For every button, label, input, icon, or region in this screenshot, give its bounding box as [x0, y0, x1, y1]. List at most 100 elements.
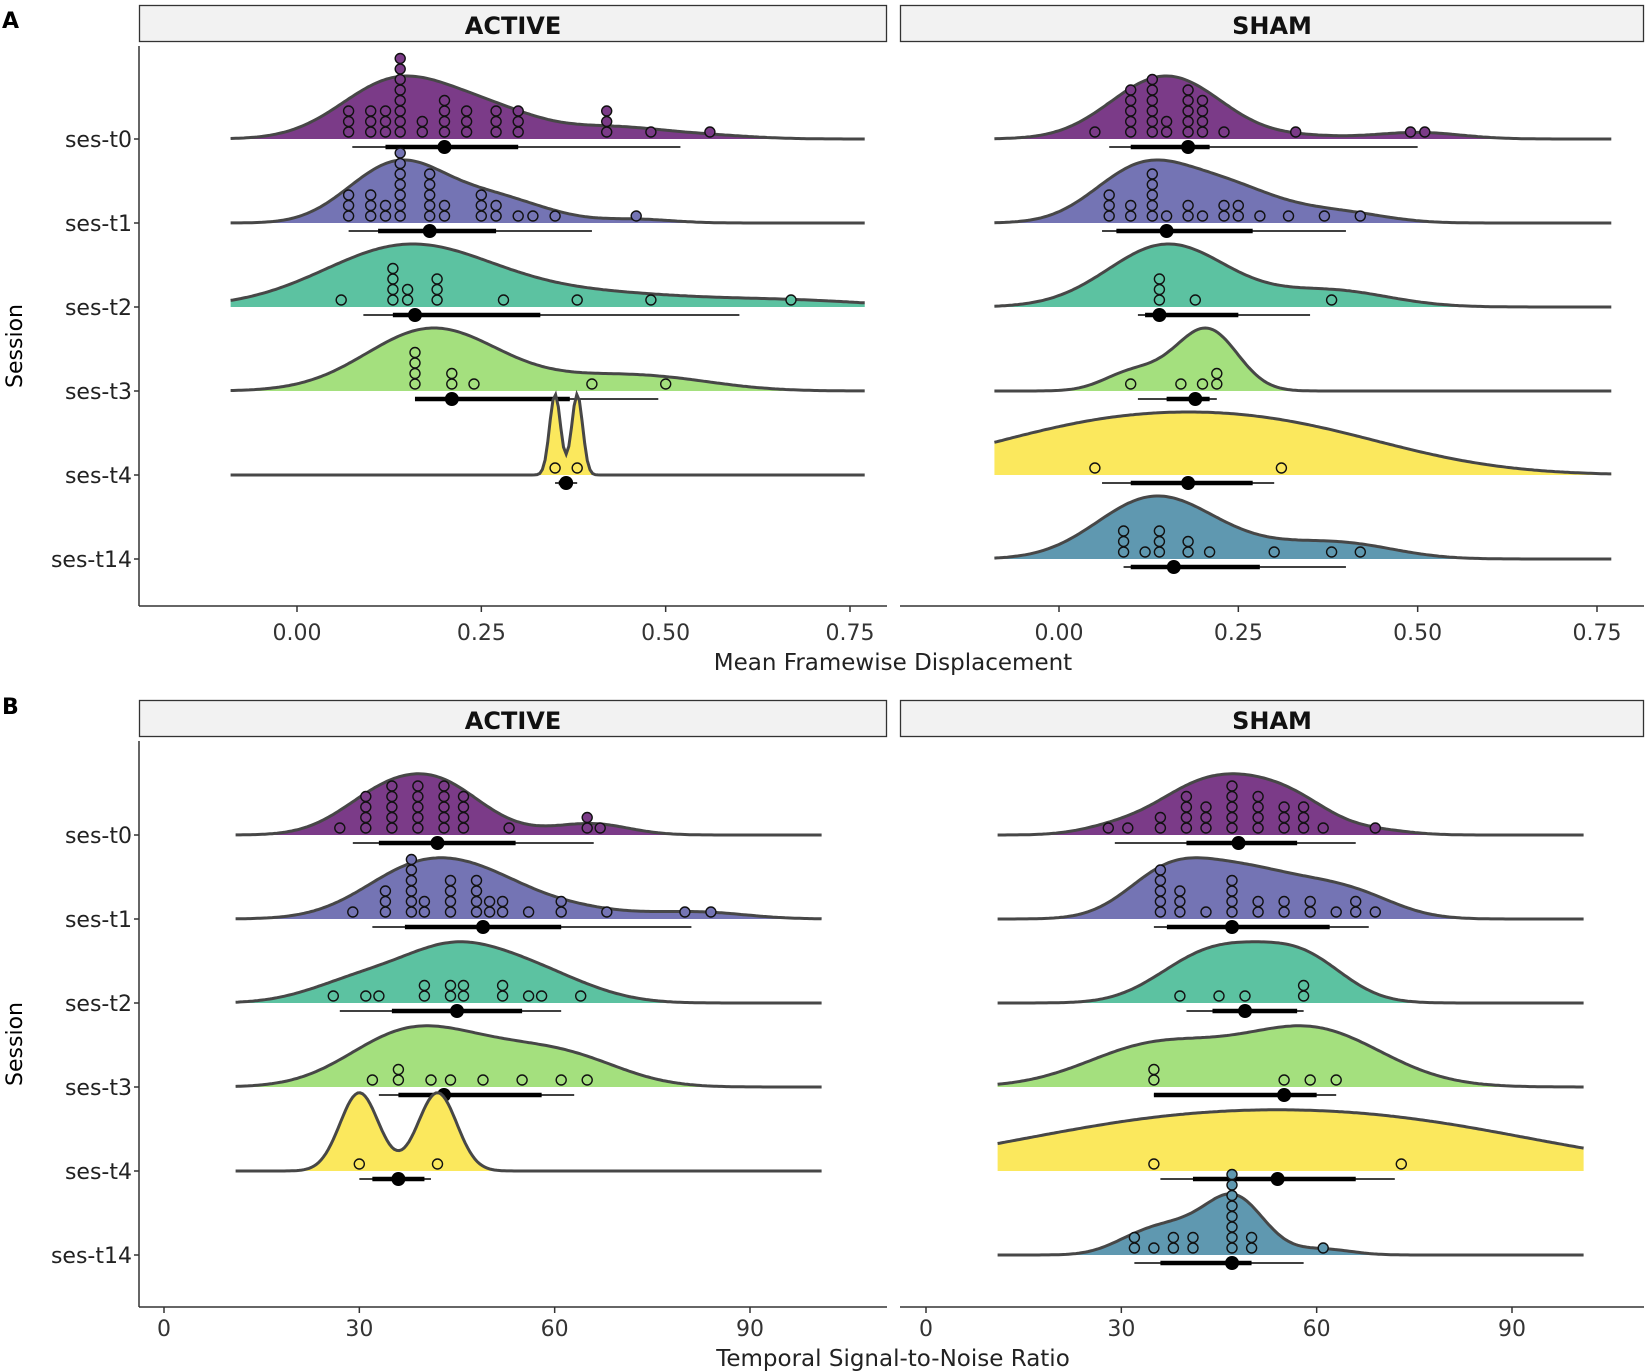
density-outline — [997, 1108, 1584, 1150]
data-point — [512, 105, 524, 117]
data-point — [581, 822, 593, 834]
data-point — [1203, 546, 1216, 558]
facet-title: SHAM — [1232, 12, 1312, 40]
data-point — [1278, 1074, 1290, 1086]
data-point — [1187, 1242, 1199, 1254]
data-point — [1124, 84, 1137, 96]
data-point — [438, 790, 450, 803]
data-point — [394, 84, 406, 96]
x-tick-label: 0.50 — [641, 621, 690, 646]
density-outline — [997, 856, 1584, 921]
data-point — [360, 790, 372, 803]
panel-label: A — [2, 9, 19, 34]
data-point — [1211, 367, 1223, 380]
density-area — [997, 773, 1584, 835]
data-point — [342, 189, 355, 201]
data-point — [490, 210, 502, 222]
data-point — [468, 378, 480, 390]
data-point — [1182, 126, 1194, 138]
data-point — [353, 1158, 365, 1170]
data-point — [1226, 895, 1238, 908]
data-point — [394, 210, 406, 222]
data-point — [645, 294, 657, 306]
data-point — [1146, 94, 1159, 107]
y-axis-title: Session — [3, 1002, 28, 1086]
data-point — [645, 126, 657, 138]
data-point — [522, 906, 535, 918]
data-point — [1419, 126, 1431, 138]
data-point — [1154, 864, 1167, 876]
data-point — [1252, 822, 1264, 834]
data-point — [394, 115, 406, 128]
data-point — [1146, 210, 1159, 222]
data-point — [1124, 199, 1137, 212]
summary-median — [1159, 224, 1174, 238]
data-point — [405, 853, 418, 866]
data-point — [365, 210, 377, 222]
data-point — [379, 199, 392, 212]
data-point — [1289, 126, 1302, 138]
data-point — [379, 906, 392, 918]
density-area — [994, 160, 1612, 223]
data-point — [387, 273, 399, 285]
density-outline — [235, 856, 822, 921]
data-point — [1196, 126, 1209, 138]
density-outline — [997, 772, 1584, 837]
density-area — [235, 1025, 822, 1087]
data-point — [342, 210, 355, 222]
data-point — [365, 126, 377, 138]
data-point — [379, 105, 392, 117]
y-tick-label: ses-t3 — [65, 380, 132, 405]
summary-median — [1166, 560, 1181, 574]
data-point — [416, 115, 428, 128]
data-point — [1189, 294, 1202, 306]
data-point — [1226, 906, 1238, 918]
raincloud-ses-t0 — [235, 772, 822, 850]
data-point — [1122, 822, 1134, 834]
data-point — [1180, 801, 1193, 813]
density-outline — [994, 158, 1612, 225]
data-point — [365, 115, 377, 128]
data-point — [490, 126, 502, 138]
data-point — [1325, 546, 1338, 558]
density-area — [997, 857, 1584, 919]
data-point — [1200, 906, 1212, 918]
data-point — [1278, 801, 1290, 813]
data-point — [1174, 990, 1186, 1002]
data-point — [1226, 1189, 1238, 1202]
data-point — [1148, 1242, 1160, 1254]
density-outline — [230, 158, 865, 225]
summary-median — [1225, 1256, 1240, 1270]
data-point — [438, 822, 450, 834]
density-area — [235, 773, 822, 835]
data-point — [394, 105, 406, 117]
data-point — [512, 210, 524, 222]
data-point — [549, 210, 561, 222]
data-point — [1297, 979, 1310, 992]
data-point — [1167, 1231, 1180, 1244]
raincloud-ses-t1 — [235, 853, 822, 934]
data-point — [1182, 535, 1194, 548]
data-point — [387, 283, 399, 296]
data-point — [1278, 811, 1290, 824]
data-point — [1146, 115, 1159, 128]
data-point — [386, 822, 398, 834]
summary-median — [422, 224, 437, 238]
data-point — [496, 906, 509, 918]
data-point — [1252, 801, 1264, 813]
data-point — [1146, 84, 1159, 96]
data-point — [386, 801, 398, 813]
data-point — [342, 105, 355, 117]
data-point — [431, 283, 443, 296]
data-point — [1182, 94, 1194, 107]
density-outline — [235, 772, 822, 837]
data-point — [438, 126, 451, 138]
density-area — [994, 412, 1612, 475]
data-point — [1196, 378, 1209, 390]
data-point — [1174, 906, 1186, 918]
data-point — [1182, 115, 1194, 128]
data-point — [444, 979, 457, 992]
data-point — [1200, 811, 1212, 824]
y-tick-label: ses-t14 — [51, 548, 132, 573]
